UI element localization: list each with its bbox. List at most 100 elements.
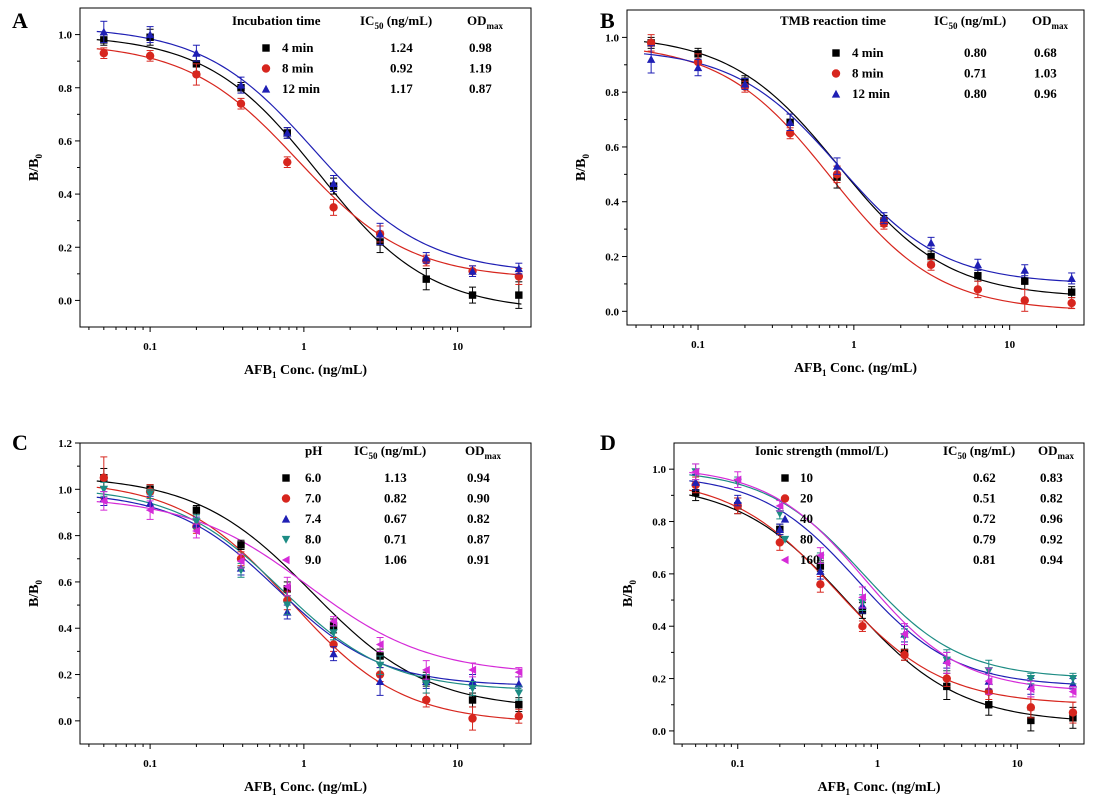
legend-series-name: 12 min <box>282 81 321 96</box>
legend-ic50-value: 1.24 <box>390 40 413 55</box>
data-point <box>1067 274 1076 283</box>
y-tick-label: 1.0 <box>58 30 72 42</box>
legend-series-name: 160 <box>800 552 820 567</box>
data-point <box>926 260 936 269</box>
legend-series-name: 40 <box>800 511 813 526</box>
data-point <box>468 266 477 275</box>
data-point <box>192 518 201 526</box>
data-point <box>192 526 200 536</box>
data-point <box>816 567 825 575</box>
y-tick-label: 0.4 <box>652 621 666 633</box>
data-point <box>422 253 431 262</box>
data-point <box>775 525 785 533</box>
legend-odmax-value: 0.98 <box>469 40 492 55</box>
data-point <box>329 629 338 638</box>
fit-curve <box>689 489 1076 703</box>
data-point <box>691 478 700 486</box>
panel-letter: B <box>600 8 615 33</box>
data-point <box>375 677 385 686</box>
y-tick-label: 0.6 <box>58 577 72 589</box>
data-point <box>468 665 477 675</box>
legend-series-name: 10 <box>800 470 813 485</box>
fit-curve <box>643 41 1075 295</box>
y-tick-label: 0.0 <box>58 295 72 307</box>
data-point <box>1068 687 1077 696</box>
legend-series-name: 12 min <box>852 86 891 101</box>
data-point <box>693 63 703 72</box>
data-point <box>145 490 155 499</box>
legend-ic50-value: 1.06 <box>384 552 407 567</box>
legend-series-name: 80 <box>800 532 813 547</box>
panel-a: A 0.0 0.2 0.4 0.6 0.8 1.0 0.1 1 10 AFB1 Conc. (ng/… <box>12 7 532 380</box>
panel-c: C 0.0 0.2 0.4 0.6 0.8 1.0 1.2 0.1 1 10 AFB1 Conc. (… <box>12 430 532 797</box>
x-tick-label: 10 <box>452 758 464 770</box>
legend-odmax-value: 0.87 <box>467 532 490 547</box>
data-point <box>973 260 983 269</box>
x-tick-label: 1 <box>875 758 881 770</box>
data-point <box>927 252 935 261</box>
legend-odmax-value: 1.19 <box>469 61 492 76</box>
data-point <box>900 650 909 660</box>
legend-ic50-value: 0.67 <box>384 511 407 526</box>
fit-curve <box>689 471 1076 690</box>
legend-marker <box>831 69 841 78</box>
legend-series-name: 4 min <box>852 45 884 60</box>
data-point <box>145 30 155 39</box>
data-point <box>375 661 385 670</box>
legend-marker <box>281 514 291 523</box>
y-tick-label: 0.6 <box>652 569 666 581</box>
legend-ic50-value: 0.80 <box>964 86 987 101</box>
y-tick-label: 0.2 <box>58 242 72 254</box>
legend-header-odmax: ODmax <box>465 443 501 461</box>
legend-series-name: 7.0 <box>305 491 321 506</box>
legend-header-odmax: ODmax <box>1032 13 1068 31</box>
data-point <box>329 649 338 658</box>
y-tick-label: 1.0 <box>58 484 72 496</box>
legend-odmax-value: 0.96 <box>1034 86 1057 101</box>
legend-marker <box>281 535 291 544</box>
legend-ic50-value: 0.79 <box>973 532 996 547</box>
data-point <box>514 264 524 273</box>
legend-series-name: 8.0 <box>305 532 321 547</box>
legend-series-name: 8 min <box>282 61 314 76</box>
data-point <box>691 467 700 476</box>
fit-curve <box>96 480 522 704</box>
data-point <box>1067 298 1076 308</box>
data-point <box>974 271 982 280</box>
y-tick-label: 0.2 <box>58 670 72 682</box>
data-point <box>99 27 109 36</box>
legend-marker <box>781 474 789 482</box>
panel-letter: A <box>12 8 28 33</box>
legend-series-name: 20 <box>800 491 813 506</box>
y-axis-title: B/B0 <box>27 153 44 181</box>
data-point <box>422 275 430 283</box>
legend-series-name: 7.4 <box>305 511 322 526</box>
legend-ic50-value: 0.71 <box>964 66 987 81</box>
data-point <box>515 700 523 709</box>
data-point <box>1068 674 1078 683</box>
data-point <box>775 538 785 547</box>
legend-marker <box>262 44 270 52</box>
data-point <box>1026 684 1035 694</box>
data-point <box>1027 716 1035 725</box>
x-tick-label: 10 <box>452 341 464 353</box>
x-axis-title: AFB1 Conc. (ng/mL) <box>244 780 367 797</box>
y-tick-label: 1.0 <box>605 32 619 44</box>
x-tick-label: 0.1 <box>731 758 745 770</box>
y-tick-label: 0.6 <box>605 142 619 154</box>
data-point <box>973 285 983 294</box>
data-point <box>422 665 430 675</box>
y-tick-label: 0.2 <box>605 252 619 264</box>
data-point <box>785 118 795 126</box>
plot-frame <box>673 442 1085 745</box>
legend-ic50-value: 1.13 <box>384 470 407 485</box>
legend-header-ic50: IC50 (ng/mL) <box>934 13 1006 31</box>
data-point <box>329 617 338 626</box>
legend-marker <box>780 535 790 544</box>
data-point <box>1026 703 1036 712</box>
data-point <box>422 695 431 705</box>
x-tick-label: 0.1 <box>143 758 157 770</box>
legend-marker <box>780 514 790 523</box>
legend-header-param: TMB reaction time <box>780 13 886 28</box>
